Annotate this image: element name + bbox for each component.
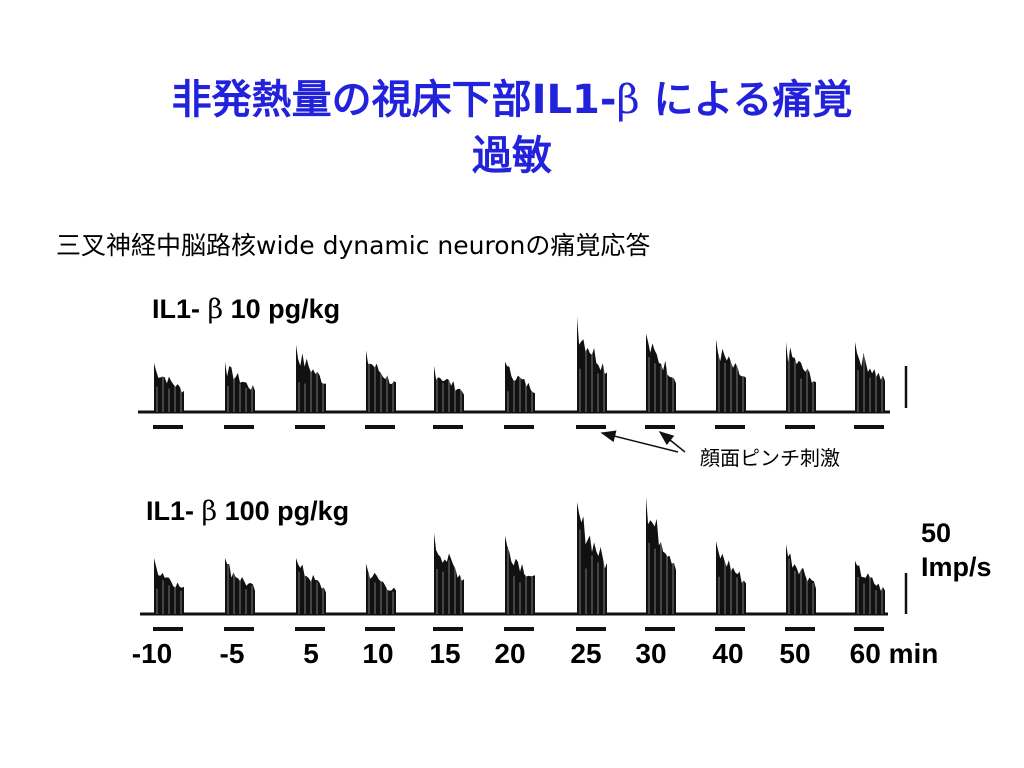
scale-bar-label: 50 Imp/s [921,516,992,584]
stimulus-marker [153,627,183,631]
stimulus-marker [645,425,675,429]
stimulus-marker [295,425,325,429]
stimulus-marker [715,627,745,631]
response-burst [786,342,816,412]
stimulus-marker [365,627,395,631]
response-burst [505,535,535,614]
stimulus-marker [576,425,606,429]
stimulus-marker [153,425,183,429]
title-line-1: 非発熱量の視床下部IL1-β による痛覚 [171,77,853,123]
time-tick-label: -10 [131,638,173,669]
stimulus-marker [224,627,254,631]
stimulus-marker [224,425,254,429]
trace-row-2 [140,496,888,631]
stimulus-annotation: 顔面ピンチ刺激 [700,446,840,470]
annotation-arrow-2 [658,431,686,453]
time-tick-label: 50 [779,638,811,669]
time-tick-label: -5 [219,638,245,669]
series-label-1: IL1- β 10 pg/kg [152,294,341,325]
stimulus-marker [504,627,534,631]
time-tick-label: 25 [570,638,602,669]
annotation-arrow-1 [600,430,679,453]
stimulus-marker [576,627,606,631]
stimulus-marker [645,627,675,631]
response-burst [855,342,885,412]
scale-bar-unit: Imp/s [921,552,992,582]
slide-title: 非発熱量の視床下部IL1-β による痛覚 過敏 [0,72,1024,184]
stimulus-marker [785,627,815,631]
slide-subtitle: 三叉神経中脳路核wide dynamic neuronの痛覚応答 [56,231,651,260]
time-tick-label: 10 [362,638,394,669]
stimulus-marker [785,425,815,429]
stimulus-marker [365,425,395,429]
stimulus-marker [433,627,463,631]
stimulus-marker [295,627,325,631]
time-tick-label: 60 min [849,638,939,669]
time-tick-label: 15 [429,638,461,669]
time-tick-label: 20 [494,638,526,669]
series-label-2: IL1- β 100 pg/kg [146,496,350,527]
scale-bar-value: 50 [921,518,952,548]
time-tick-label: 30 [635,638,667,669]
stimulus-marker [504,425,534,429]
response-burst [154,363,184,412]
stimulus-marker [433,425,463,429]
stimulus-marker [854,425,884,429]
time-tick-label: 40 [712,638,744,669]
beta-symbol: β [616,77,640,123]
stimulus-marker [854,627,884,631]
time-tick-label: 5 [303,638,319,669]
trace-row-1 [138,316,890,429]
stimulus-marker [715,425,745,429]
title-line-2: 過敏 [472,133,552,179]
